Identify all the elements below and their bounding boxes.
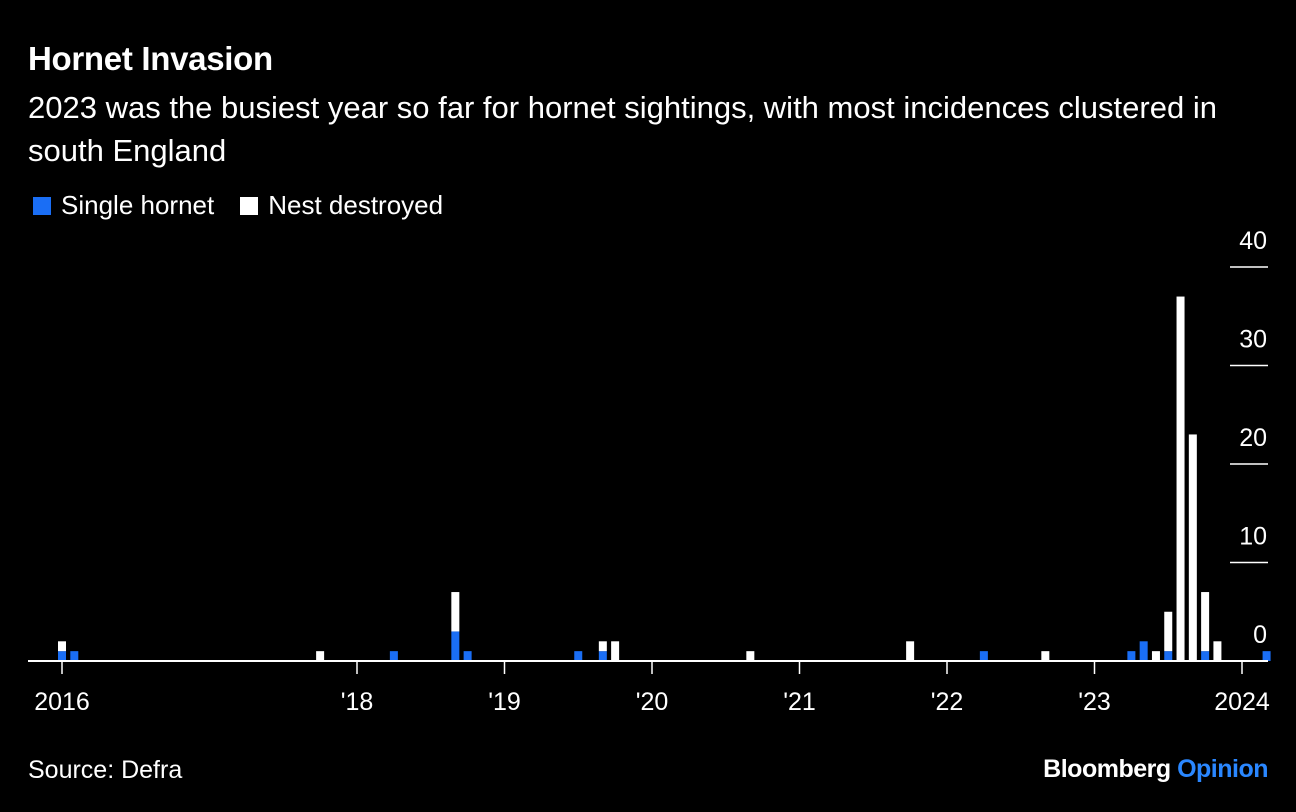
bar-nest-destroyed [906,641,915,661]
y-tick-label: 0 [1253,621,1267,649]
bar-single-hornet [598,651,607,661]
x-tick-label: 2024 [1214,688,1270,716]
bar-nest-destroyed [1041,651,1050,661]
bar-nest-destroyed [1213,641,1222,661]
bar-single-hornet [1262,651,1271,661]
x-tick-label: '22 [931,688,964,716]
y-tick-label: 30 [1239,326,1267,354]
x-tick-label: 2016 [34,688,90,716]
bar-single-hornet [1127,651,1136,661]
bar-single-hornet [463,651,472,661]
bar-nest-destroyed [746,651,755,661]
bar-nest-destroyed [58,641,66,652]
legend-label-nest-destroyed: Nest destroyed [268,190,444,220]
legend-item-nest-destroyed: Nest destroyed [240,190,443,221]
bar-nest-destroyed [611,641,620,661]
bar-nest-destroyed [1176,296,1185,661]
bar-nest-destroyed [1201,592,1210,652]
bar-single-hornet [451,631,460,661]
x-tick-label: '23 [1078,688,1111,716]
bar-single-hornet [1201,651,1210,661]
bar-single-hornet [1139,641,1148,661]
brand-logo: Bloomberg Opinion [1043,755,1268,784]
brand-main: Bloomberg [1043,755,1171,783]
bar-nest-destroyed [1151,651,1160,661]
bar-nest-destroyed [598,641,607,652]
chart-title: Hornet Invasion [28,40,273,77]
x-tick-label: '21 [783,688,816,716]
legend-swatch-single-hornet [33,196,51,215]
brand-accent: Opinion [1177,755,1268,783]
y-tick-label: 20 [1239,424,1267,452]
legend-swatch-nest-destroyed [240,196,259,215]
chart-subtitle: 2023 was the busiest year so far for hor… [28,90,1217,168]
bar-single-hornet [979,651,988,661]
y-tick-label: 10 [1239,523,1267,551]
y-tick-label: 40 [1239,227,1267,255]
x-tick-label: '18 [341,688,374,716]
bar-nest-destroyed [316,651,325,661]
legend-item-single-hornet: Single hornet [33,190,214,221]
bar-nest-destroyed [1164,611,1173,652]
bar-single-hornet [389,651,398,661]
bar-single-hornet [1164,651,1173,661]
bar-nest-destroyed [451,592,460,632]
bar-single-hornet [70,651,79,661]
bar-single-hornet [574,651,583,661]
legend: Single hornet Nest destroyed [33,190,469,221]
x-tick-label: '19 [488,688,521,716]
bar-nest-destroyed [1188,434,1197,661]
x-tick-label: '20 [636,688,669,716]
source-note: Source: Defra [28,756,183,784]
bar-single-hornet [58,651,66,661]
legend-label-single-hornet: Single hornet [61,190,215,220]
